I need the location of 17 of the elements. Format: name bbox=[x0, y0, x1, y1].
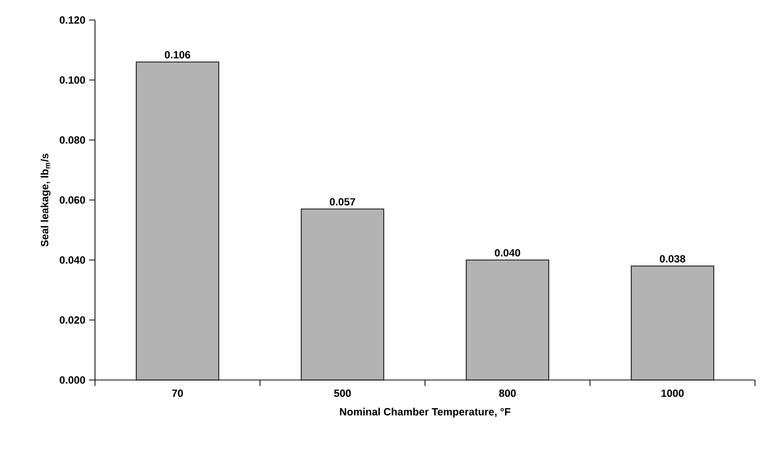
x-tick-label: 1000 bbox=[662, 390, 684, 397]
data-label: 0.057 bbox=[330, 198, 356, 206]
y-tick-label: 0.020 bbox=[60, 316, 86, 324]
y-tick-label: 0.060 bbox=[60, 196, 86, 204]
y-tick-label: 0.000 bbox=[60, 376, 86, 384]
y-tick-label: 0.120 bbox=[60, 16, 86, 24]
data-label: 0.040 bbox=[494, 249, 520, 256]
x-tick-label: 800 bbox=[499, 390, 516, 397]
y-tick-label: 0.080 bbox=[60, 136, 86, 144]
x-axis-title: Nominal Chamber Temperature, °F bbox=[340, 408, 510, 418]
y-axis-title: Seal leakage, lb$_{m}$/s bbox=[40, 154, 50, 247]
data-label: 0.038 bbox=[660, 255, 686, 262]
data-label: 0.106 bbox=[164, 51, 190, 58]
y-tick-label: 0.100 bbox=[60, 76, 86, 84]
y-tick-label: 0.040 bbox=[60, 256, 86, 264]
x-tick-label: 70 bbox=[172, 390, 183, 397]
x-tick-label: 500 bbox=[334, 390, 351, 397]
